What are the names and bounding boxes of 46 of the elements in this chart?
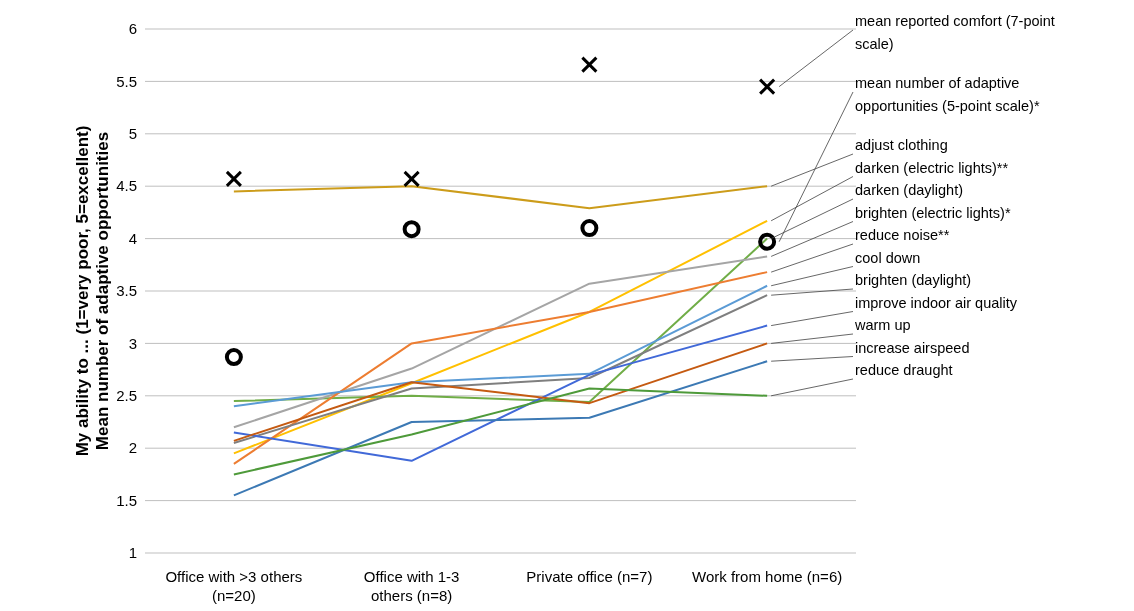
point xyxy=(224,348,243,367)
x-tick-label: Office with 1-3 others (n=8) xyxy=(363,568,460,604)
point xyxy=(758,78,776,96)
y-tick-label: 5 xyxy=(128,125,137,143)
line-series xyxy=(232,324,769,462)
text: adjust clothing xyxy=(855,137,948,153)
text: improve indoor air quality xyxy=(855,294,1018,311)
line-series xyxy=(232,387,769,476)
y-tick-label: 2 xyxy=(128,439,137,457)
x-tick-label: Work from home (n=6) xyxy=(692,568,843,585)
line-series xyxy=(232,284,769,408)
text: mean reported comfort (7-point scale) xyxy=(855,13,1055,52)
line-series xyxy=(232,219,769,455)
y-tick-label: 1 xyxy=(128,544,137,562)
line-series xyxy=(232,271,769,465)
y-tick-label: 5.5 xyxy=(116,72,137,90)
text: darken (daylight) xyxy=(855,182,963,198)
text: increase airspeed xyxy=(855,339,970,356)
y-tick-label: 1.5 xyxy=(116,491,137,509)
text: darken (electric lights)** xyxy=(855,159,1009,176)
y-tick-label: 6 xyxy=(128,20,137,38)
x-tick-label: Office with >3 others (n=20) xyxy=(165,568,303,604)
text: brighten (electric lights)* xyxy=(855,204,1011,221)
y-tick-label: 3 xyxy=(128,334,137,352)
point xyxy=(225,170,243,188)
point xyxy=(580,56,598,74)
text: mean number of adaptive opportunities (5-point scale)* xyxy=(855,75,1040,114)
y-tick-label: 4.5 xyxy=(116,177,137,195)
text: warm up xyxy=(854,317,911,333)
text: reduce draught xyxy=(855,362,953,378)
point xyxy=(758,232,777,251)
line-series xyxy=(232,255,769,429)
line-series xyxy=(232,342,769,442)
x-tick-label: Private office (n=7) xyxy=(526,568,653,585)
y-axis-title: My ability to ... (1=very poor, 5=excellent) Mean number of adaptive opportunities xyxy=(73,125,112,457)
text: reduce noise** xyxy=(855,227,950,243)
line-series xyxy=(232,360,769,497)
text: cool down xyxy=(855,249,921,266)
point xyxy=(402,220,421,239)
line-series xyxy=(232,294,769,444)
y-tick-label: 3.5 xyxy=(116,282,137,300)
y-tick-label: 4 xyxy=(128,229,137,247)
text: brighten (daylight) xyxy=(855,272,972,288)
point xyxy=(580,219,599,238)
y-tick-label: 2.5 xyxy=(116,387,137,405)
point xyxy=(403,170,421,188)
